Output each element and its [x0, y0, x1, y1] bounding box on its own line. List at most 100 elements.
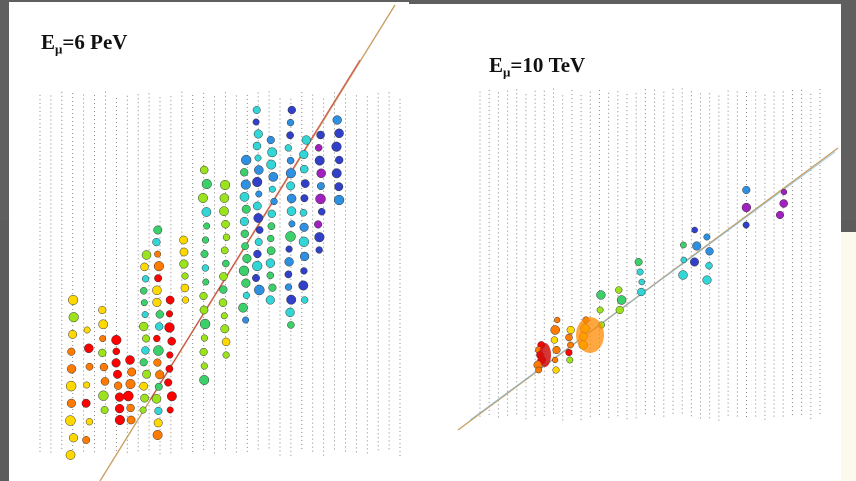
hit-dom [254, 154, 262, 162]
hit-dom [241, 154, 252, 166]
hit-dom [153, 261, 164, 272]
hit-dom [201, 207, 212, 217]
hit-dom [298, 280, 309, 291]
hit-dom [267, 234, 275, 243]
hit-dom [242, 316, 250, 324]
hit-dom [98, 305, 107, 315]
hit-dom [741, 202, 752, 213]
hit-dom [98, 390, 109, 401]
hit-dom [299, 149, 309, 160]
hit-dom [142, 334, 150, 343]
hit-dom [286, 156, 295, 165]
energy-deposit-blob [539, 343, 551, 367]
hit-dom [301, 135, 311, 145]
hit-dom [691, 226, 698, 234]
hit-dom [181, 296, 190, 304]
hit-dom [99, 335, 107, 343]
hit-dom [166, 406, 174, 414]
hit-dom [179, 235, 188, 245]
hit-dom [284, 257, 294, 267]
hit-dom [775, 210, 785, 220]
hit-dom [83, 326, 91, 334]
hit-dom [299, 208, 308, 217]
hit-dom [126, 403, 135, 413]
hit-dom [285, 245, 293, 253]
hit-dom [153, 345, 164, 356]
hit-dom [151, 394, 162, 404]
hit-dom [152, 297, 162, 307]
hit-dom [68, 329, 78, 339]
hit-dom [199, 347, 208, 357]
hit-dom [202, 278, 210, 286]
hit-dom [125, 355, 135, 365]
hit-dom [219, 206, 229, 217]
hit-dom [139, 406, 147, 414]
hit-dom [333, 194, 345, 206]
hit-dom [565, 348, 573, 357]
hit-dom [615, 286, 623, 294]
hit-dom [65, 415, 76, 426]
hit-dom [200, 362, 208, 370]
hit-dom [255, 190, 263, 198]
hit-dom [314, 220, 323, 229]
hit-dom [299, 251, 310, 262]
hit-dom [286, 131, 294, 140]
hit-dom [253, 213, 264, 223]
hit-dom [286, 181, 296, 191]
hit-dom [316, 130, 325, 140]
hit-dom [155, 322, 164, 331]
hit-dom [692, 241, 702, 251]
hit-dom [98, 348, 107, 358]
hit-dom [252, 106, 261, 114]
hit-dom [222, 259, 230, 268]
hit-dom [84, 343, 94, 354]
hit-dom [203, 222, 211, 230]
hit-dom [535, 366, 543, 374]
hit-dom [265, 258, 276, 268]
hit-dom [241, 242, 249, 251]
hit-dom [705, 262, 713, 270]
hit-dom [616, 295, 627, 305]
hit-dom [285, 231, 296, 242]
hit-dom [111, 334, 122, 346]
hit-dom [242, 253, 252, 264]
hit-dom [335, 155, 344, 165]
hit-dom [238, 302, 248, 313]
hit-dom [332, 115, 342, 125]
hit-dom [566, 325, 575, 335]
hit-dom [298, 236, 310, 247]
hit-dom [240, 229, 249, 238]
left-label-subscript: μ [55, 41, 63, 57]
hit-dom [199, 305, 209, 315]
hit-dom [222, 351, 230, 359]
hit-dom [300, 194, 309, 203]
hit-dom [221, 219, 230, 229]
hit-dom [199, 318, 211, 330]
hit-dom [550, 325, 560, 335]
hit-dom [238, 265, 250, 276]
hit-dom [113, 369, 122, 379]
right-event-panel [409, 4, 841, 481]
hit-dom [550, 336, 559, 344]
hit-dom [680, 241, 687, 249]
hit-dom [300, 267, 308, 275]
hit-dom [287, 321, 295, 329]
hit-dom [334, 128, 344, 139]
hit-dom [266, 135, 275, 145]
hit-dom [267, 222, 276, 231]
hit-dom [316, 182, 325, 191]
hit-dom [252, 118, 260, 126]
hit-dom [114, 414, 125, 426]
hit-dom [286, 206, 297, 216]
hit-dom [153, 334, 161, 343]
hit-dom [114, 403, 125, 414]
hit-dom [100, 377, 110, 386]
hit-dom [165, 364, 174, 373]
hit-dom [179, 259, 189, 269]
hit-dom [164, 378, 173, 387]
hit-dom [742, 185, 751, 195]
hit-dom [254, 238, 263, 246]
hit-dom [242, 291, 250, 299]
hit-dom [267, 147, 278, 158]
